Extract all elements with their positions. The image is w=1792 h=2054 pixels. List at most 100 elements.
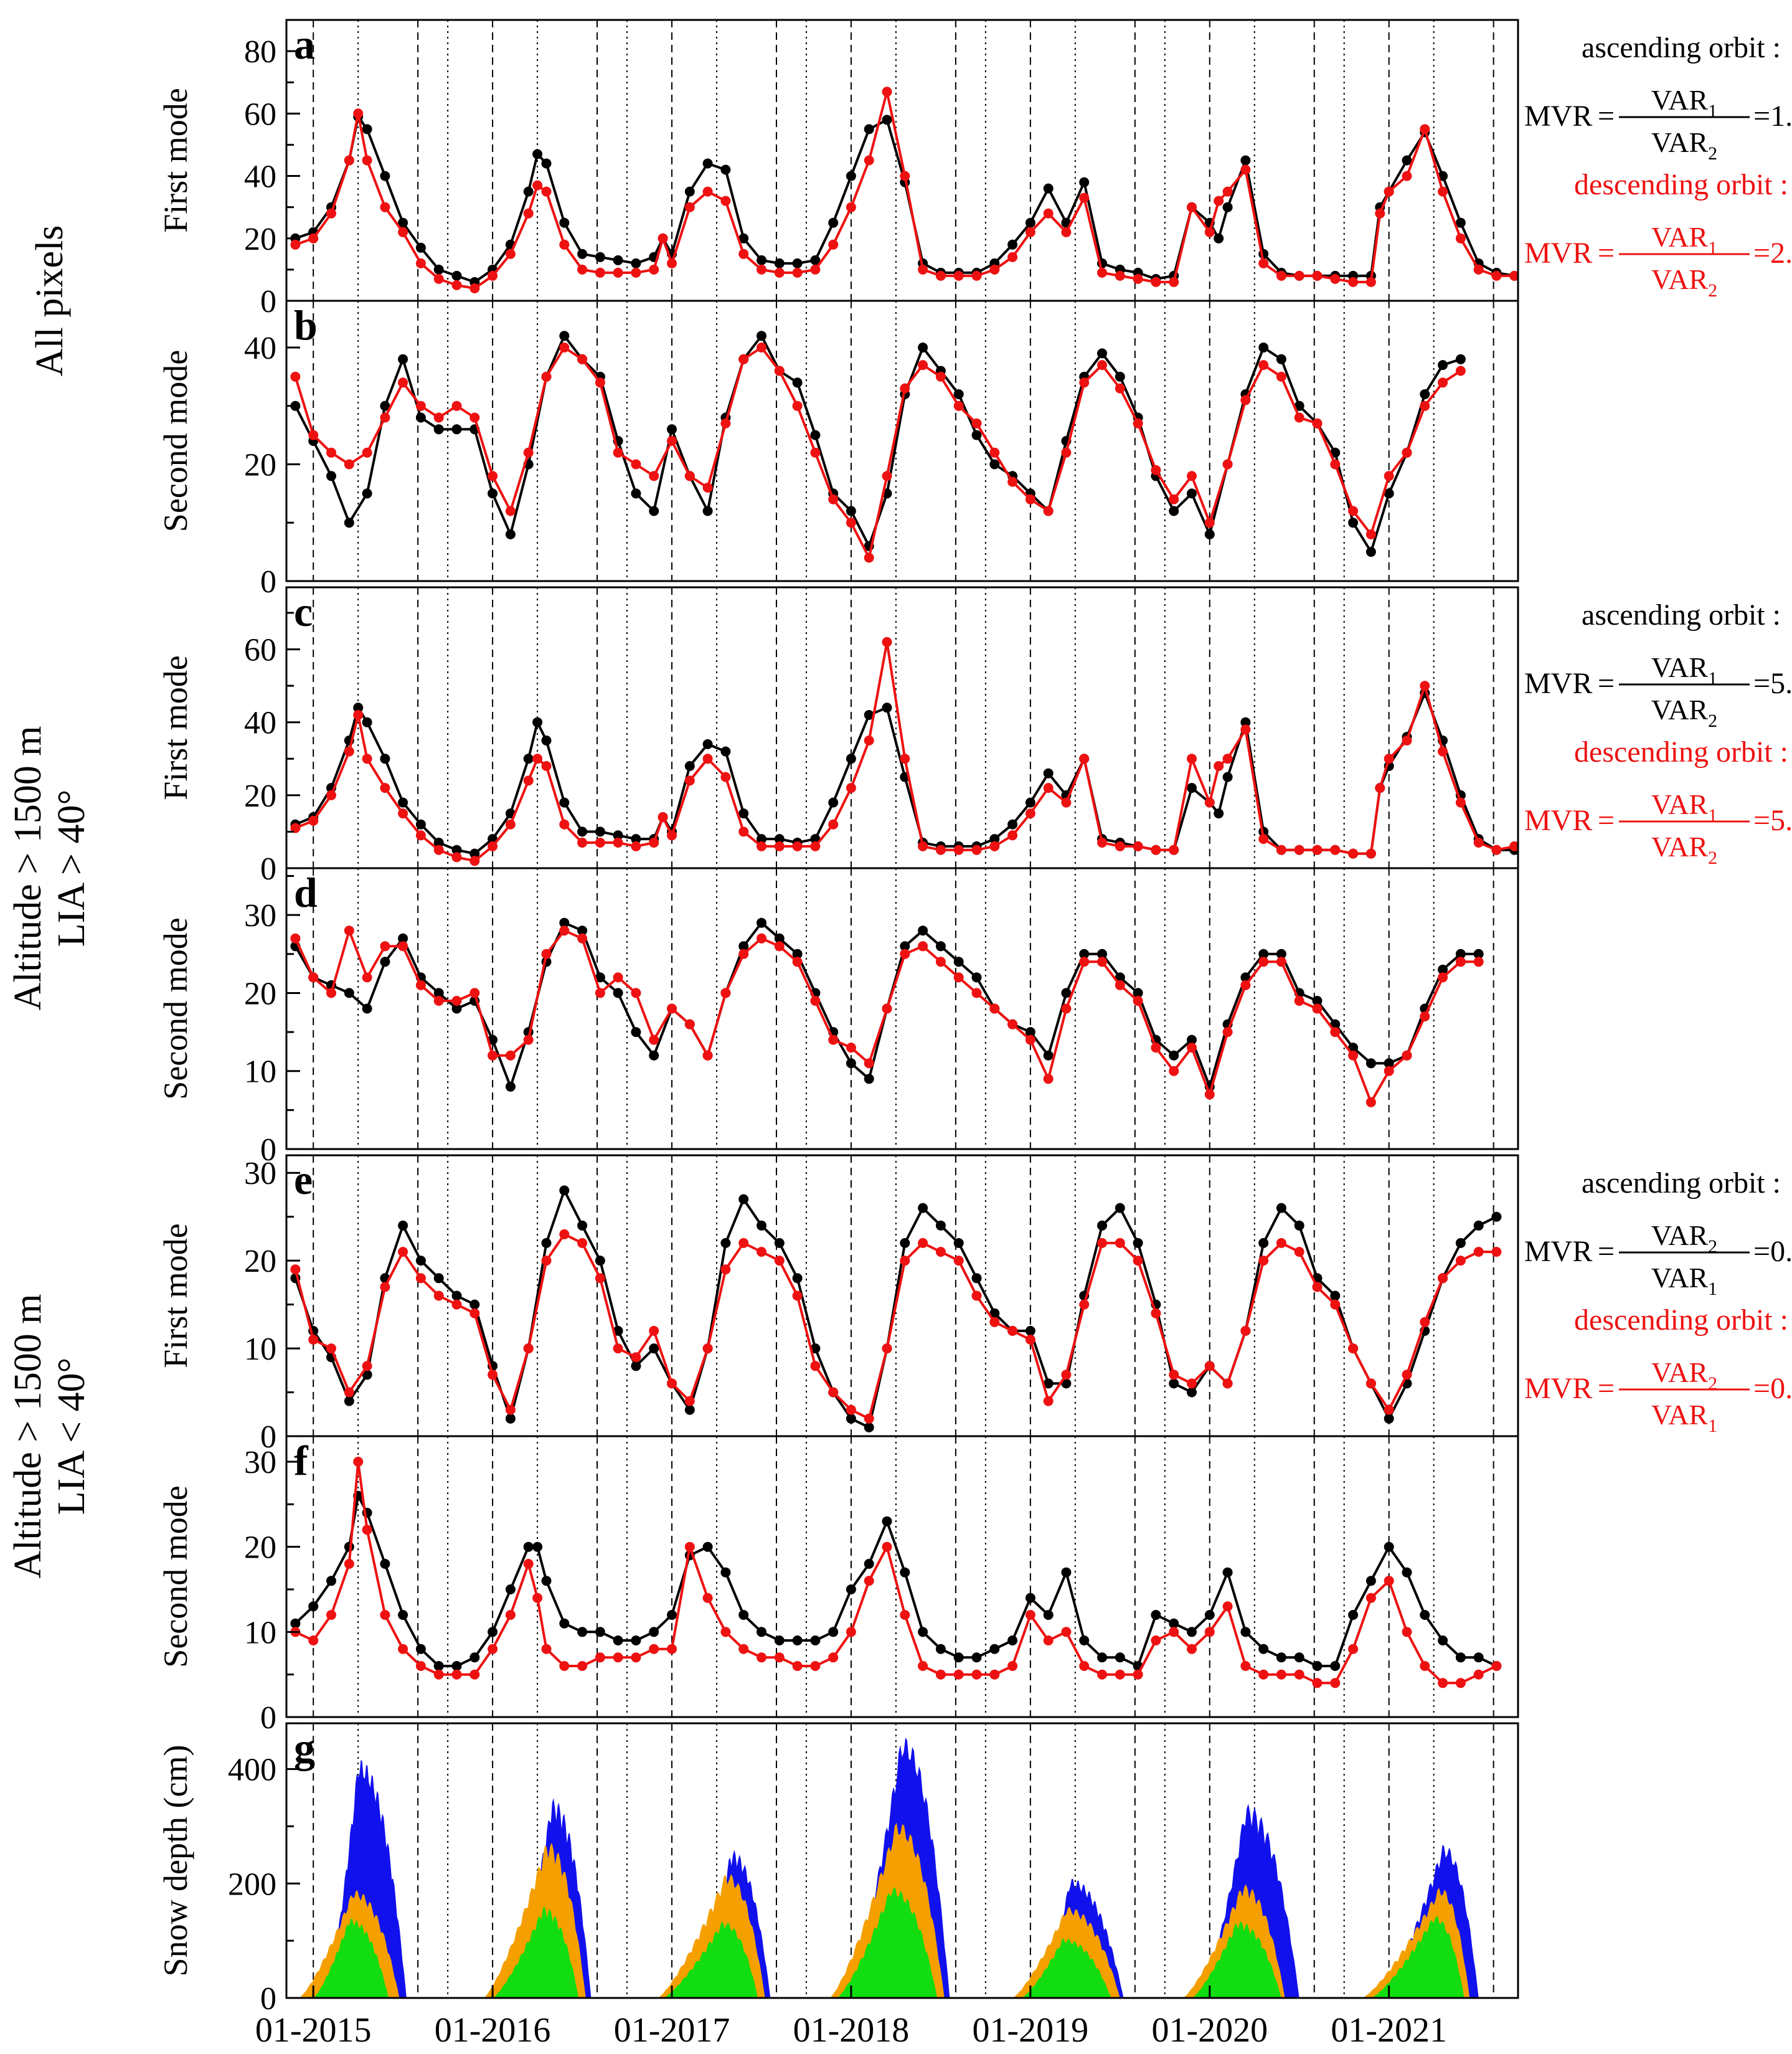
data-point-descending [1348,1343,1359,1354]
data-point-ascending [380,400,390,411]
data-point-descending [882,471,892,481]
data-point-descending [595,1652,605,1663]
data-point-descending [415,980,426,990]
data-point-ascending [1473,1652,1484,1663]
data-point-ascending [451,1003,462,1014]
data-point-descending [1240,980,1251,990]
data-point-descending [1007,1325,1018,1336]
data-point-descending [1473,957,1484,967]
data-point-ascending [290,400,301,411]
data-point-ascending [667,1610,677,1620]
data-point-descending [810,1361,821,1371]
data-point-descending [757,1247,766,1257]
data-point-descending [1025,808,1035,819]
data-point-descending [1025,1034,1035,1045]
mvr-value: =5.0 [1753,804,1792,837]
data-point-descending [1115,270,1125,281]
data-point-descending [488,1050,498,1061]
data-point-descending [433,845,444,855]
data-point-descending [1491,1247,1502,1257]
data-point-descending [559,343,570,353]
data-point-descending [658,233,668,244]
data-point-descending [469,1669,480,1680]
mvr-label: MVR [1524,1235,1592,1268]
data-point-descending [1438,377,1448,388]
data-point-descending [380,202,390,212]
data-point-ascending [864,1559,874,1569]
data-point-descending [971,988,982,998]
y-axis-label: First mode [157,1223,194,1368]
mvr-equals: = [1598,667,1615,700]
data-point-ascending [577,1220,588,1231]
data-point-ascending [451,1661,462,1671]
data-point-descending [398,377,408,388]
data-point-ascending [398,354,408,364]
data-point-descending [1097,267,1107,278]
data-point-ascending [918,1203,928,1213]
data-point-descending [415,1661,426,1671]
data-point-descending [1365,1097,1376,1107]
data-point-descending [720,988,731,998]
data-point-descending [792,957,803,967]
data-point-descending [846,1404,856,1415]
plot-area [290,637,1518,866]
row-label-line: Altitude > 1500 m [7,726,49,1011]
y-tick-label: 400 [228,1753,276,1788]
data-point-descending [1509,270,1518,281]
mvr-numerator: VAR1 [1651,84,1717,121]
data-point-descending [595,377,605,388]
data-point-ascending [757,1220,766,1231]
data-point-descending [308,1335,319,1345]
data-point-descending [433,273,444,284]
data-point-descending [613,447,623,458]
data-point-ascending [631,1361,641,1371]
data-point-descending [380,783,390,793]
data-point-descending [684,1396,695,1406]
data-point-descending [631,841,641,851]
mvr-equals: = [1598,100,1615,133]
data-point-ascending [1115,371,1125,382]
data-point-ascending [326,1576,336,1586]
data-point-ascending [1330,447,1341,458]
data-point-descending [953,845,964,855]
data-point-ascending [1043,768,1054,779]
panel-letter: e [294,1156,313,1203]
data-point-descending [1115,980,1125,990]
row-label-line: All pixels [29,225,71,377]
panel-letter: f [294,1437,309,1484]
data-point-descending [658,812,668,822]
data-point-descending [1222,1601,1233,1612]
data-point-ascending [505,1584,516,1594]
data-point-descending [380,1282,390,1292]
y-tick-label: 0 [260,284,276,319]
data-point-ascending [1365,547,1376,557]
data-point-ascending [757,255,766,265]
data-point-ascending [398,933,408,944]
data-point-descending [792,1290,803,1301]
data-point-descending [935,270,946,281]
data-point-descending [1402,171,1412,181]
data-point-descending [541,1256,552,1266]
y-tick-label: 20 [244,448,276,483]
data-point-descending [1420,1661,1430,1671]
data-point-descending [290,1264,301,1275]
data-point-descending [989,1317,1000,1327]
annotation-block: ascending orbit :MVR=VAR2VAR1=0.4descend… [1524,1167,1792,1436]
data-point-descending [326,447,336,458]
data-point-ascending [595,1627,605,1637]
data-point-descending [1187,1378,1197,1389]
data-point-descending [649,264,659,275]
data-point-descending [792,400,803,411]
data-point-ascending [792,377,803,388]
panel-c: 0 20 40 60 First mode c [157,586,1519,887]
data-point-ascending [1240,1627,1251,1637]
series-line-ascending [295,1492,1497,1668]
y-axis-label: Second mode [157,350,194,532]
data-point-descending [882,637,892,647]
data-point-descending [1473,264,1484,275]
data-point-descending [344,1387,354,1398]
data-point-ascending [1025,797,1035,808]
data-point-descending [1079,192,1090,203]
data-point-descending [953,972,964,983]
data-point-descending [846,783,856,793]
